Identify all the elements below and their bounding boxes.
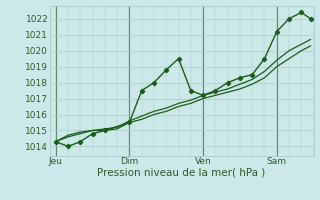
X-axis label: Pression niveau de la mer( hPa ): Pression niveau de la mer( hPa ) xyxy=(98,168,266,178)
